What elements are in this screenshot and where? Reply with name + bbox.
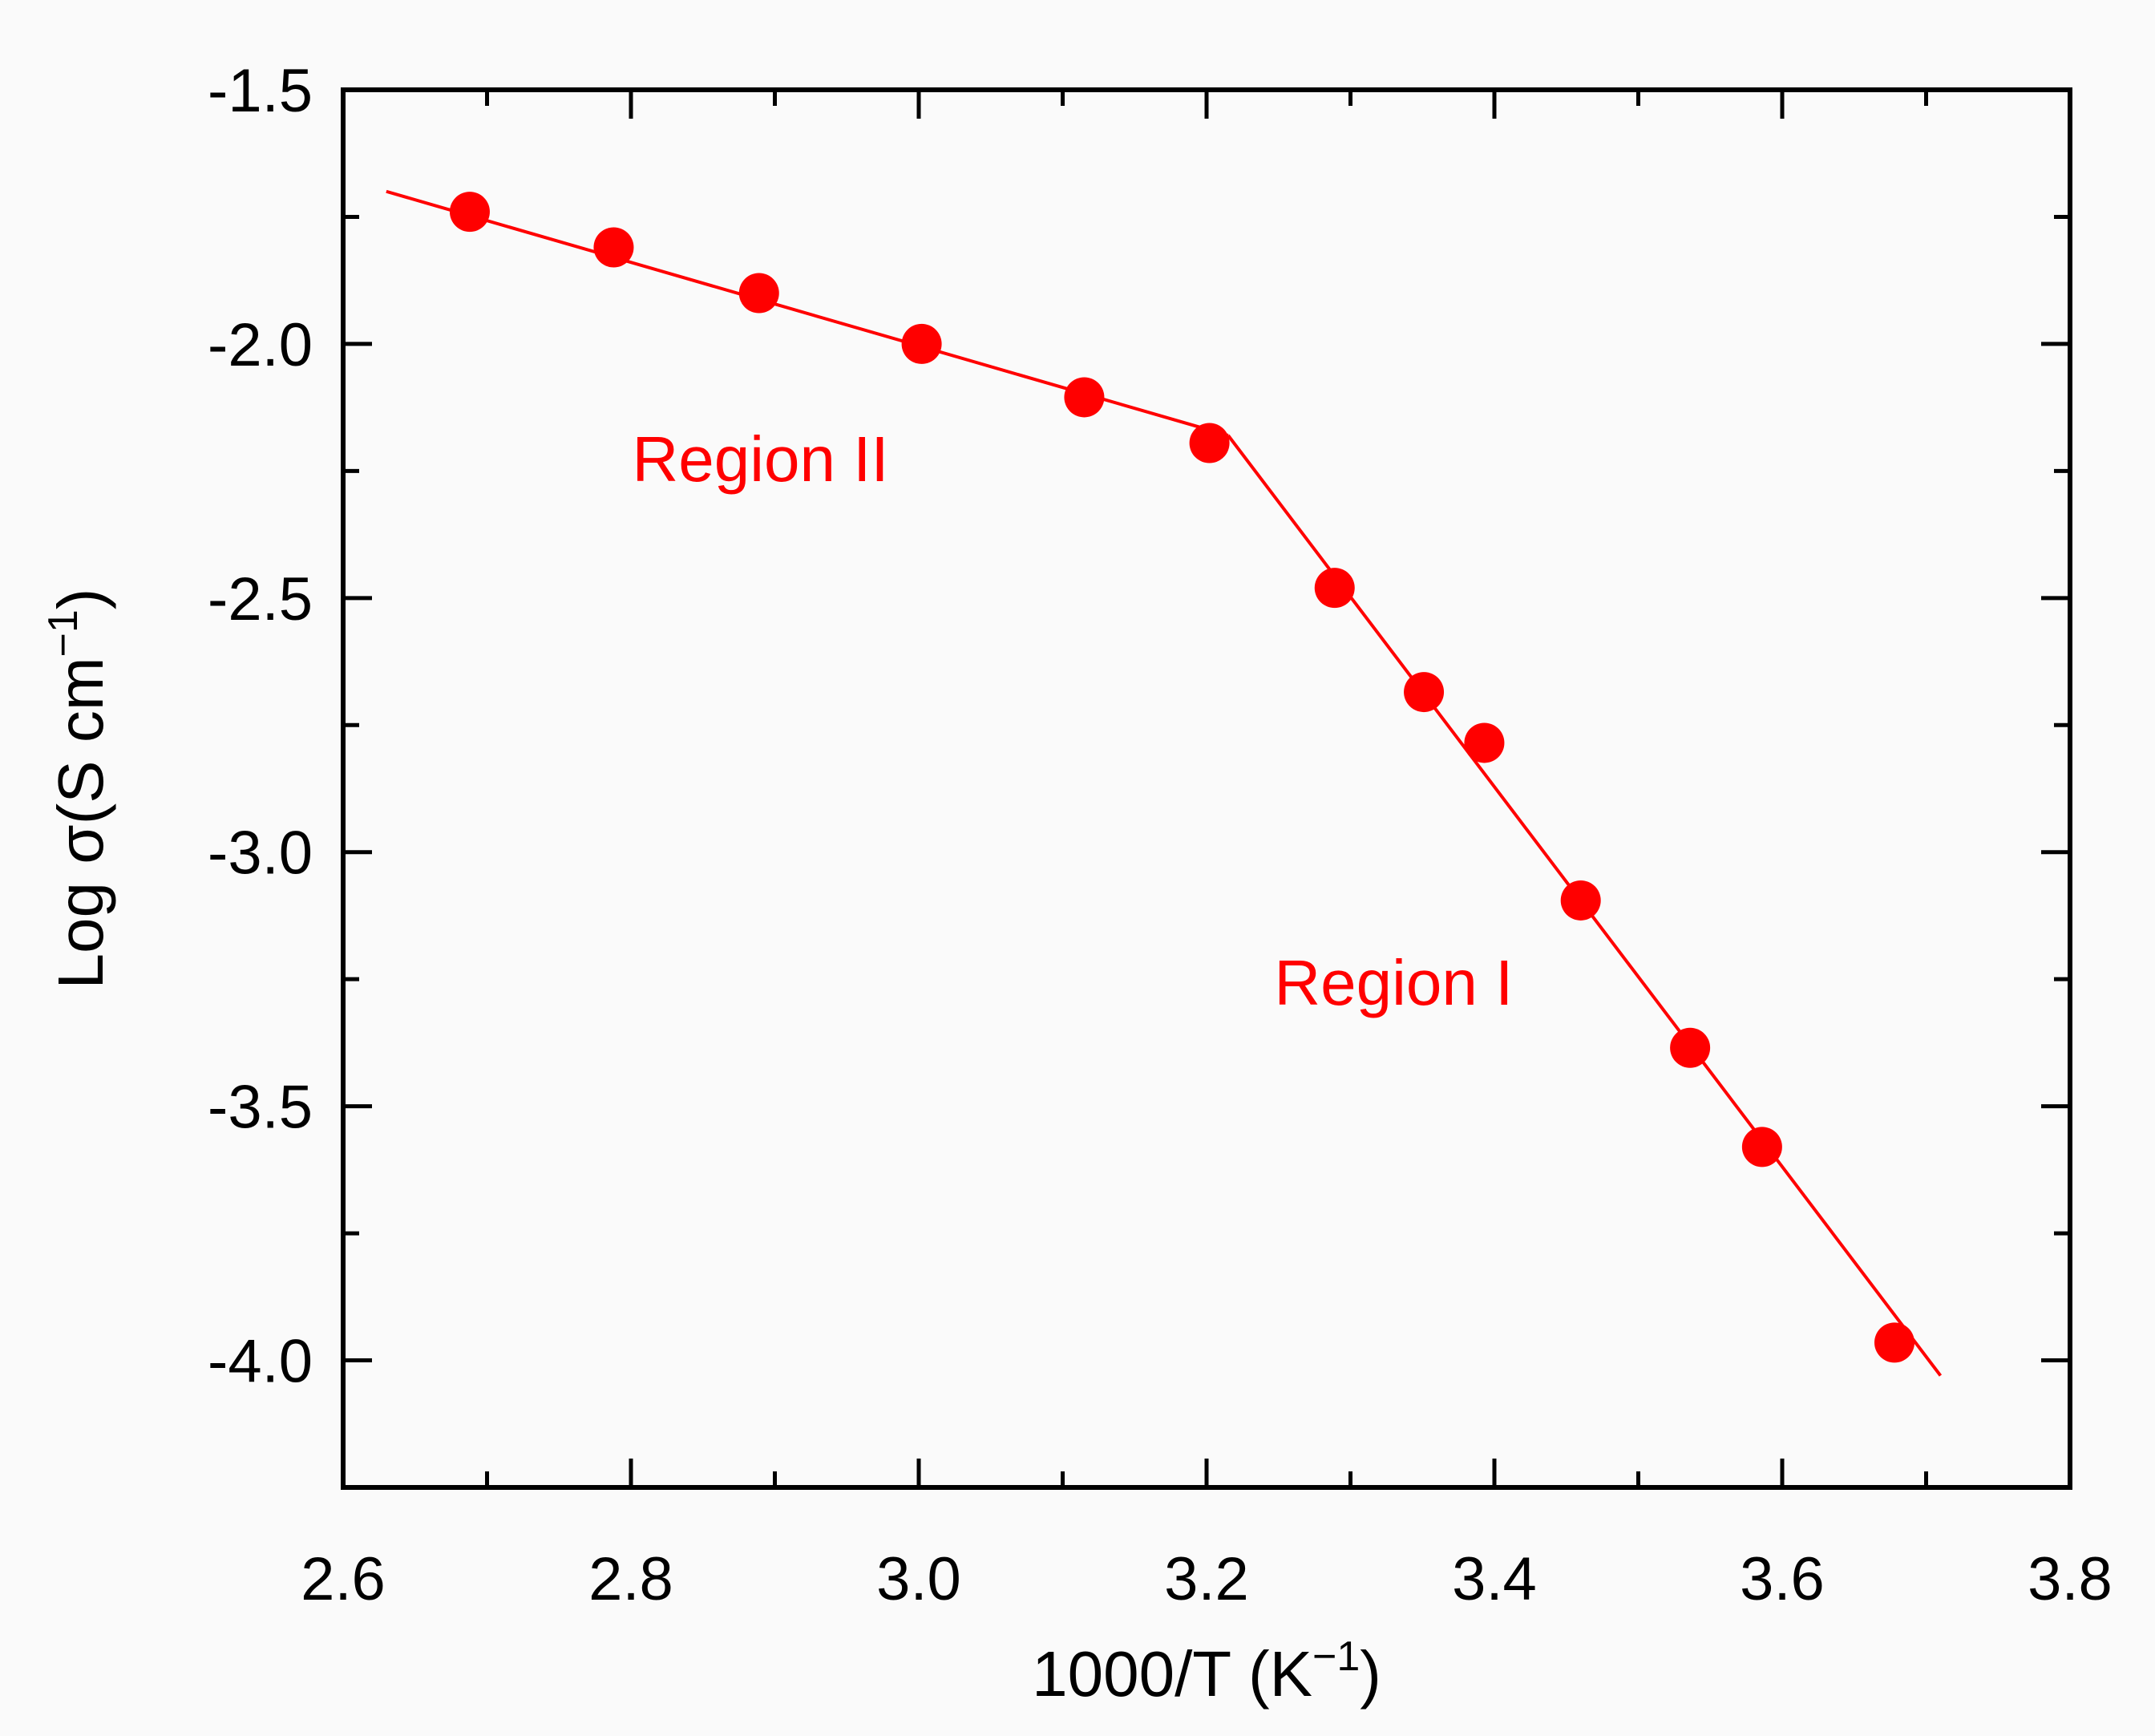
data-point (1314, 568, 1355, 609)
axis-ticks (341, 87, 2072, 1490)
data-point (1404, 672, 1445, 713)
x-tick-label: 3.2 (1164, 1545, 1249, 1613)
y-tick-label: -3.0 (208, 819, 313, 888)
data-point (1189, 423, 1230, 463)
x-axis-title-main: 1000/T (K (1032, 1638, 1312, 1710)
data-point (1741, 1127, 1782, 1167)
x-tick-label: 3.0 (876, 1545, 961, 1613)
region-label: Region I (1274, 947, 1513, 1018)
y-axis-title: Log σ(S cm−1) (40, 589, 116, 989)
y-tick-labels: -1.5 -2.0 -2.5 -3.0 -3.5 -4.0 (208, 57, 313, 1396)
annotations: Region II Region I (632, 423, 1513, 1018)
x-tick-label: 3.8 (2028, 1545, 2113, 1613)
data-point (593, 227, 634, 268)
x-tick-label: 2.6 (301, 1545, 386, 1613)
x-axis-title: 1000/T (K−1) (1032, 1633, 1381, 1710)
x-tick-labels: 2.6 2.8 3.0 3.2 3.4 3.6 3.8 (301, 1545, 2113, 1613)
y-tick-label: -4.0 (208, 1328, 313, 1396)
y-axis-title-close: ) (45, 589, 116, 610)
data-point (1874, 1322, 1915, 1363)
y-tick-label: -3.5 (208, 1074, 313, 1142)
y-axis-title-superscript: −1 (40, 609, 87, 657)
x-tick-label: 3.6 (1740, 1545, 1825, 1613)
data-point (1560, 880, 1601, 921)
y-tick-label: -1.5 (208, 57, 313, 125)
x-tick-label: 2.8 (588, 1545, 673, 1613)
y-axis-title-main: Log σ(S cm (45, 657, 116, 989)
data-point (1064, 377, 1105, 418)
data-point (449, 192, 490, 233)
x-axis-title-superscript: −1 (1312, 1633, 1360, 1680)
data-point (1464, 722, 1505, 763)
x-axis-title-close: ) (1360, 1638, 1381, 1710)
y-tick-label: -2.0 (208, 311, 313, 379)
x-tick-label: 3.4 (1452, 1545, 1537, 1613)
data-point (901, 323, 942, 364)
data-points (449, 192, 1915, 1363)
data-point (738, 273, 779, 314)
region-label: Region II (632, 423, 888, 495)
y-tick-label: -2.5 (208, 565, 313, 633)
data-point (1670, 1027, 1711, 1068)
